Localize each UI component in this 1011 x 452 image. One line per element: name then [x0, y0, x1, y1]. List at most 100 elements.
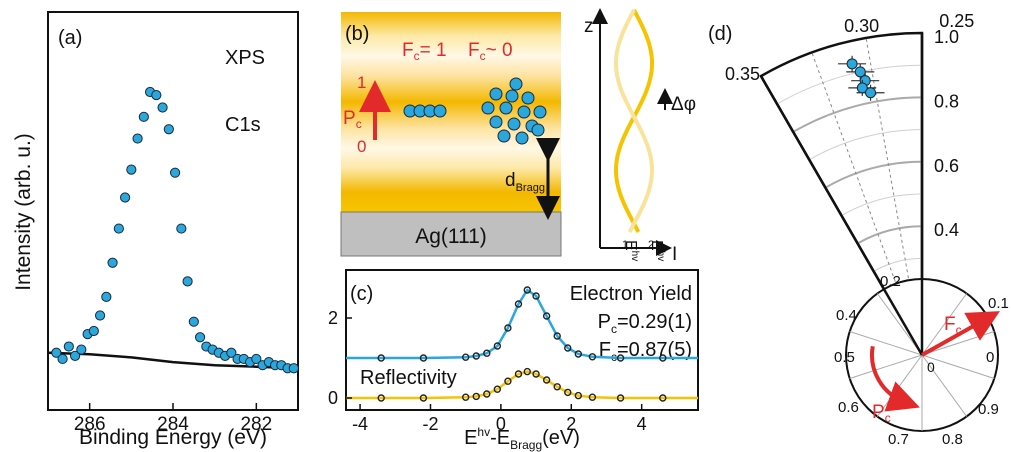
electron-yield-point [553, 332, 561, 340]
disordered-molecules [481, 77, 547, 145]
ordered-molecules [403, 104, 447, 118]
panel-b-label: (b) [345, 23, 369, 45]
panel-a-points [51, 86, 299, 374]
polar-point [854, 66, 866, 78]
reflectivity-point [588, 393, 597, 401]
electron-yield-point [532, 292, 540, 300]
xps-point [163, 124, 174, 135]
polar-data-points [838, 55, 885, 101]
reflectivity-point [532, 370, 540, 378]
wedge-angle-tick: 0.35 [725, 64, 760, 84]
pc-side-label: Pc [343, 108, 362, 131]
reflectivity-point [483, 390, 491, 398]
reflectivity-point [461, 393, 470, 401]
small-polar-spoke [921, 354, 968, 417]
fc-arrow-label: Fc [944, 314, 962, 337]
wedge-grid-arc [792, 96, 923, 133]
wedge-radial-tick: 0.6 [934, 156, 959, 176]
wedge-grid-arc [824, 160, 923, 189]
xps-point [194, 332, 206, 343]
substrate-slab [340, 211, 562, 257]
reflectivity-point [493, 385, 502, 393]
electron-yield-point [542, 312, 551, 320]
disordered-molecule [499, 101, 513, 115]
disordered-molecule [517, 105, 531, 119]
electron-yield-point [574, 350, 583, 358]
reflectivity-point [659, 394, 667, 402]
wedge-minor-arc [873, 257, 923, 272]
electron-yield-point [659, 354, 667, 362]
panel-c-xlabel: Ehv-EBragg(eV) [464, 425, 580, 452]
panel-c-xtick-label: 2 [566, 414, 576, 434]
small-polar-tick: 0.9 [978, 401, 999, 418]
electron-yield-point [483, 349, 491, 357]
small-polar-tick: 0 [986, 349, 994, 366]
small-polar-tick: 0.2 [880, 273, 901, 290]
panel-a-ylabel: Intensity (arb. u.) [12, 133, 35, 291]
reflectivity-point [616, 394, 625, 402]
polar-point [865, 87, 877, 99]
substrate-label: Ag(111) [415, 225, 487, 248]
xps-point [94, 310, 106, 321]
electron-yield-point [564, 344, 572, 352]
wedge-radial-tick: 1.0 [934, 27, 959, 47]
dbragg-label: dBragg [505, 170, 545, 194]
small-polar-tick: 0.7 [888, 431, 909, 448]
small-polar-spoke [849, 331, 923, 356]
panel-a-xticks: 286 284 282 [74, 403, 272, 435]
electron-yield-point [493, 342, 502, 350]
dphi-label: Δφ [671, 94, 696, 115]
small-polar-zero: 0 [927, 359, 935, 375]
reflectivity-point [377, 394, 385, 402]
i-axis-label: I [672, 244, 677, 265]
disordered-molecule [489, 115, 503, 129]
reflectivity-point [574, 391, 583, 400]
pc-bottom-tick: 0 [357, 137, 366, 156]
xps-point [88, 325, 99, 337]
electron-yield-title: Electron Yield [570, 283, 692, 305]
xps-point [288, 363, 299, 374]
disordered-molecule [505, 89, 519, 103]
standing-wave-e2 [614, 9, 654, 233]
panel-c-xsw: (c) Electron Yield Pc=0.29(1) Fc=0.87(5)… [328, 269, 699, 452]
small-polar-spoke [849, 354, 923, 379]
electron-yield-point [523, 286, 531, 294]
small-polar-spoke [876, 293, 923, 356]
xps-point [119, 192, 131, 203]
disordered-molecule [515, 131, 529, 145]
panel-c-xtick-label: 4 [637, 414, 647, 434]
electron-yield-point [616, 354, 625, 362]
xps-point [138, 111, 149, 122]
small-polar-tick: 0.4 [836, 307, 857, 324]
wedge-minor-arc [809, 129, 923, 161]
xps-xtick-label: 282 [240, 414, 272, 435]
xps-point [151, 89, 162, 101]
panel-a-xps: (a) XPS C1s Intensity (arb. u.) Binding … [12, 11, 299, 449]
reflectivity-point [419, 394, 428, 402]
small-polar-tick: 0.6 [838, 399, 859, 416]
reflectivity-point [472, 392, 480, 401]
panel-c-frame [345, 269, 699, 411]
polar-zoom-wedge: 0.4 0.6 0.8 1.0 0.35 0.30 0.25 [725, 11, 974, 360]
disordered-molecule [509, 77, 523, 91]
reflectivity-point [514, 370, 523, 378]
panel-d-polar: (d) 0.40.60.81.00.350.30 0.25 0.10.20.40.… [708, 11, 1009, 448]
xps-point [132, 133, 143, 144]
ordered-molecule [433, 104, 447, 118]
panel-c-points [377, 286, 667, 402]
xps-xtick-label: 286 [74, 414, 106, 435]
disordered-molecule [521, 91, 535, 105]
panel-a-annot-c1s: C1s [225, 114, 261, 136]
fc-arrow [921, 311, 1000, 357]
xps-point [157, 102, 168, 113]
e2-sub: 2 [648, 239, 654, 251]
pc-top-tick: 1 [357, 73, 366, 92]
panel-c-ytick-label: 0 [328, 388, 338, 408]
panel-a-label: (a) [58, 27, 82, 49]
panel-c-xtick-label: -4 [352, 414, 368, 434]
pc-value: Pc=0.29(1) [598, 311, 692, 336]
pc-arc-label: Pc [872, 402, 891, 425]
panel-c-xtick-label: 0 [496, 414, 506, 434]
reflectivity-point [542, 376, 551, 384]
xps-point [169, 167, 181, 178]
